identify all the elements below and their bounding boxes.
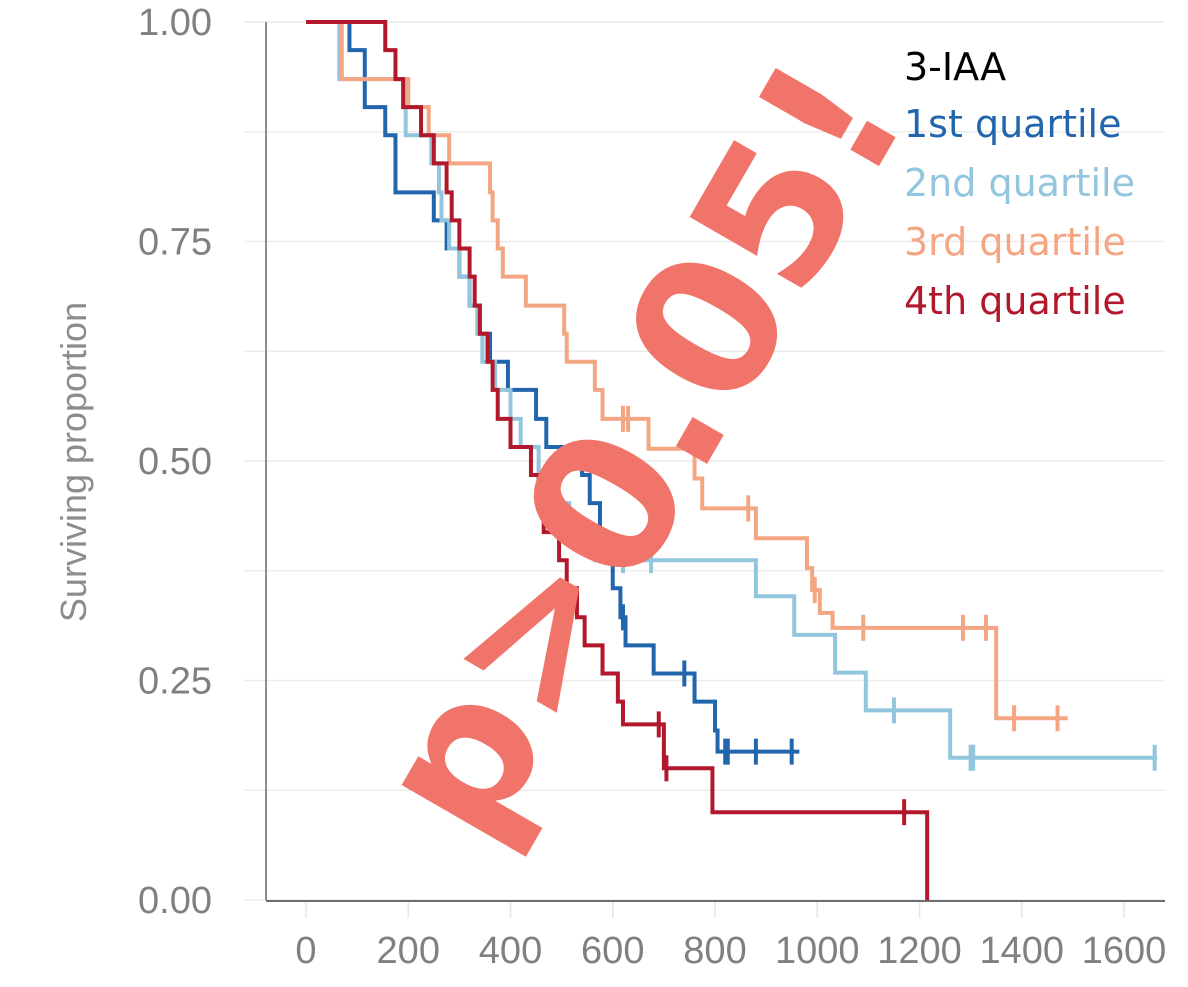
x-tick-label: 200 bbox=[377, 930, 440, 972]
survival-curves bbox=[306, 20, 1158, 900]
x-tick-label: 0 bbox=[295, 930, 316, 972]
survival-step-line bbox=[306, 20, 1158, 760]
y-axis-label: Surviving proportion bbox=[53, 302, 94, 622]
y-tick-label: 0.75 bbox=[138, 222, 212, 264]
legend-entry: 3rd quartile bbox=[904, 220, 1126, 264]
legend-entry: 4th quartile bbox=[904, 279, 1126, 323]
legend: 3-IAA 1st quartile 2nd quartile 3rd quarti… bbox=[904, 45, 1135, 323]
y-tick-label: 0.50 bbox=[138, 441, 212, 483]
significance-annotation: p>0.05! bbox=[331, 26, 948, 873]
y-tick-label: 0.00 bbox=[138, 880, 212, 922]
x-tick-label: 1200 bbox=[877, 930, 962, 972]
x-tick-label: 1000 bbox=[775, 930, 860, 972]
x-tick-label: 1400 bbox=[979, 930, 1064, 972]
grid-lines bbox=[244, 21, 1165, 918]
series-1st-quartile bbox=[306, 20, 800, 765]
axes bbox=[265, 22, 1165, 902]
x-tick-label: 600 bbox=[581, 930, 644, 972]
series-4th-quartile bbox=[306, 20, 930, 900]
x-tick-label: 1600 bbox=[1082, 930, 1167, 972]
series-2nd-quartile bbox=[306, 20, 1158, 771]
x-tick-labels: 0 200 400 600 800 1000 1200 1400 1600 bbox=[295, 930, 1166, 972]
y-tick-label: 1.00 bbox=[138, 2, 212, 44]
x-tick-label: 400 bbox=[479, 930, 542, 972]
survival-step-line bbox=[306, 20, 1068, 721]
x-tick-label: 800 bbox=[683, 930, 746, 972]
legend-entry: 1st quartile bbox=[904, 102, 1121, 146]
legend-title: 3-IAA bbox=[904, 45, 1006, 89]
survival-step-line bbox=[306, 20, 800, 754]
y-tick-label: 0.25 bbox=[138, 661, 212, 703]
y-tick-labels: 0.00 0.25 0.50 0.75 1.00 bbox=[138, 2, 212, 922]
survival-step-line bbox=[306, 20, 930, 900]
series-3rd-quartile bbox=[306, 20, 1068, 732]
legend-entry: 2nd quartile bbox=[904, 161, 1135, 205]
